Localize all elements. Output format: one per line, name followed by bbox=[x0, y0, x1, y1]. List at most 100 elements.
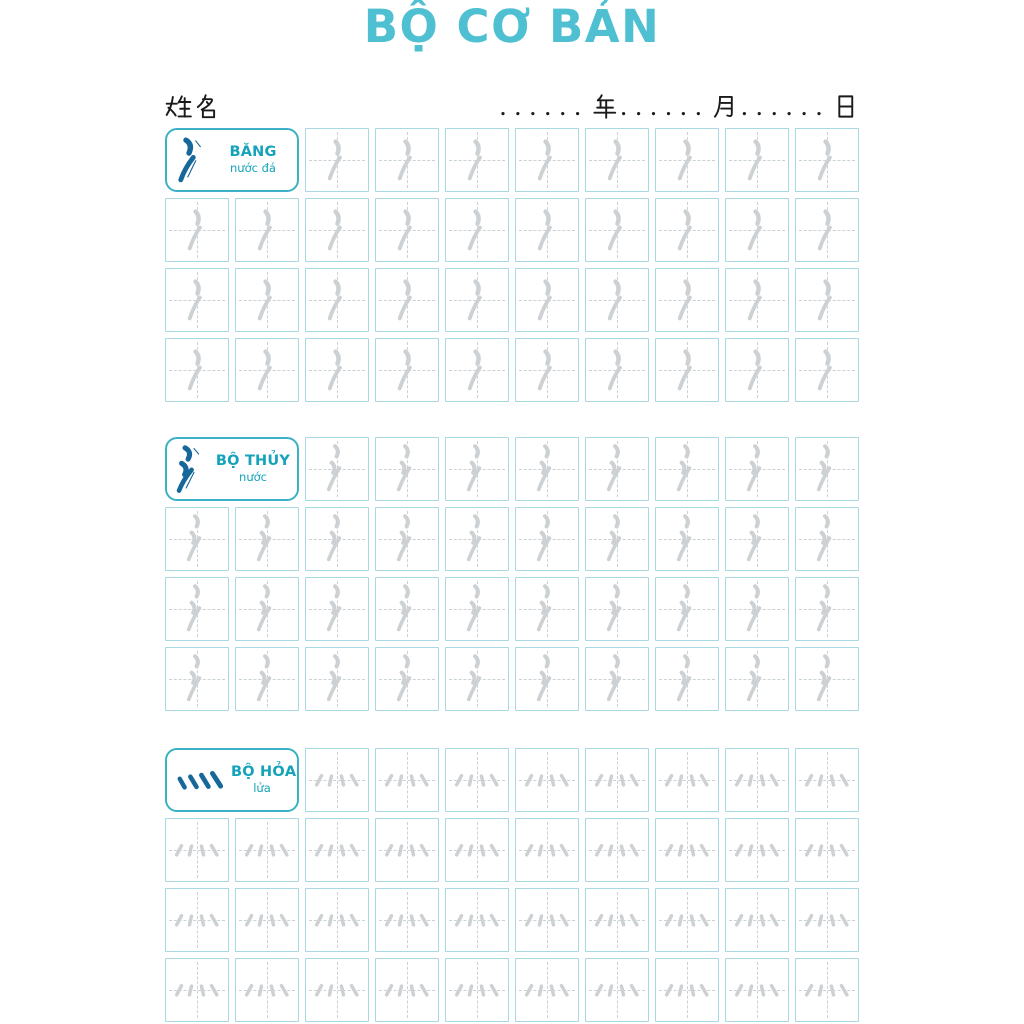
thuy-label-text: BỘ THỦY nước bbox=[213, 453, 293, 484]
practice-cell bbox=[305, 128, 369, 192]
practice-cell bbox=[795, 647, 859, 711]
practice-cell bbox=[445, 198, 509, 262]
practice-cell bbox=[375, 507, 439, 571]
fire-radical-trace-icon bbox=[796, 749, 858, 811]
cjk-char-ming-icon bbox=[195, 93, 222, 120]
cjk-char-xing-icon bbox=[165, 93, 192, 120]
fire-radical-trace-icon bbox=[656, 749, 718, 811]
fire-radical-trace-icon bbox=[376, 749, 438, 811]
ice-radical-trace-icon bbox=[446, 269, 508, 331]
practice-cell bbox=[375, 577, 439, 641]
practice-cell bbox=[515, 128, 579, 192]
fire-radical-trace-icon bbox=[376, 959, 438, 1021]
water-radical-trace-icon bbox=[796, 508, 858, 570]
practice-cell bbox=[305, 647, 369, 711]
water-radical-trace-icon bbox=[446, 508, 508, 570]
practice-cell bbox=[165, 958, 229, 1022]
ice-radical-trace-icon bbox=[236, 339, 298, 401]
ice-radical-trace-icon bbox=[376, 199, 438, 261]
practice-cell bbox=[165, 507, 229, 571]
practice-cell bbox=[655, 128, 719, 192]
practice-cell bbox=[375, 888, 439, 952]
ice-radical-trace-icon bbox=[586, 339, 648, 401]
practice-cell bbox=[375, 958, 439, 1022]
practice-cell bbox=[375, 748, 439, 812]
month-dotted-blank: ...... bbox=[619, 92, 710, 121]
radical-meaning: nước đá bbox=[230, 160, 276, 175]
ice-radical-trace-icon bbox=[796, 269, 858, 331]
fire-radical-trace-icon bbox=[586, 819, 648, 881]
practice-cell bbox=[445, 437, 509, 501]
date-label: ...... ...... ...... bbox=[499, 93, 859, 120]
practice-cell bbox=[305, 338, 369, 402]
practice-cell bbox=[165, 338, 229, 402]
ice-radical-trace-icon bbox=[166, 269, 228, 331]
practice-cell bbox=[795, 338, 859, 402]
ice-radical-trace-icon bbox=[586, 269, 648, 331]
practice-cell bbox=[795, 958, 859, 1022]
ice-radical-trace-icon bbox=[446, 129, 508, 191]
practice-cell bbox=[515, 888, 579, 952]
ice-radical-trace-icon bbox=[516, 129, 578, 191]
practice-cell bbox=[795, 198, 859, 262]
water-radical-trace-icon bbox=[376, 438, 438, 500]
page-title: BỘ CƠ BẢN bbox=[363, 0, 661, 53]
thuy-radical-label-box: BỘ THỦY nước bbox=[165, 437, 299, 501]
water-radical-trace-icon bbox=[726, 648, 788, 710]
fire-radical-trace-icon bbox=[236, 959, 298, 1021]
practice-cell bbox=[375, 437, 439, 501]
water-radical-trace-icon bbox=[376, 508, 438, 570]
practice-cell bbox=[515, 198, 579, 262]
water-radical-trace-icon bbox=[166, 508, 228, 570]
ice-radical-trace-icon bbox=[166, 339, 228, 401]
fire-radical-trace-icon bbox=[306, 959, 368, 1021]
cjk-char-day-icon bbox=[832, 93, 859, 120]
fire-radical-trace-icon bbox=[516, 749, 578, 811]
fire-radical-trace-icon bbox=[726, 959, 788, 1021]
fire-radical-trace-icon bbox=[236, 889, 298, 951]
practice-cell bbox=[235, 507, 299, 571]
practice-cell bbox=[725, 338, 789, 402]
practice-cell bbox=[655, 338, 719, 402]
ice-radical-stroke-order-icon bbox=[173, 132, 211, 188]
practice-cell bbox=[305, 507, 369, 571]
practice-cell bbox=[515, 818, 579, 882]
practice-cell bbox=[445, 268, 509, 332]
practice-cell bbox=[585, 268, 649, 332]
ice-radical-trace-icon bbox=[516, 339, 578, 401]
practice-cell bbox=[375, 128, 439, 192]
ice-radical-trace-icon bbox=[306, 199, 368, 261]
practice-cell bbox=[375, 818, 439, 882]
fire-radical-trace-icon bbox=[656, 959, 718, 1021]
practice-cell bbox=[305, 268, 369, 332]
water-radical-trace-icon bbox=[516, 578, 578, 640]
fire-radical-trace-icon bbox=[446, 749, 508, 811]
practice-cell bbox=[655, 198, 719, 262]
practice-cell bbox=[585, 958, 649, 1022]
practice-cell bbox=[445, 128, 509, 192]
ice-radical-trace-icon bbox=[726, 199, 788, 261]
practice-cell bbox=[795, 437, 859, 501]
radical-name: BĂNG bbox=[229, 144, 277, 161]
ice-radical-trace-icon bbox=[796, 199, 858, 261]
fire-radical-trace-icon bbox=[726, 819, 788, 881]
ice-radical-trace-icon bbox=[446, 199, 508, 261]
water-radical-trace-icon bbox=[516, 438, 578, 500]
practice-cell bbox=[305, 818, 369, 882]
radical-meaning: nước bbox=[239, 469, 267, 484]
fire-radical-trace-icon bbox=[796, 819, 858, 881]
practice-cell bbox=[725, 888, 789, 952]
practice-cell bbox=[165, 577, 229, 641]
practice-cell bbox=[235, 338, 299, 402]
fire-radical-trace-icon bbox=[796, 889, 858, 951]
practice-cell bbox=[235, 888, 299, 952]
water-radical-trace-icon bbox=[726, 578, 788, 640]
water-radical-trace-icon bbox=[166, 578, 228, 640]
water-radical-trace-icon bbox=[796, 438, 858, 500]
year-dotted-blank: ...... bbox=[498, 92, 589, 121]
water-radical-trace-icon bbox=[306, 508, 368, 570]
practice-cell bbox=[375, 647, 439, 711]
practice-cell bbox=[725, 577, 789, 641]
practice-cell bbox=[305, 577, 369, 641]
practice-cell bbox=[585, 198, 649, 262]
